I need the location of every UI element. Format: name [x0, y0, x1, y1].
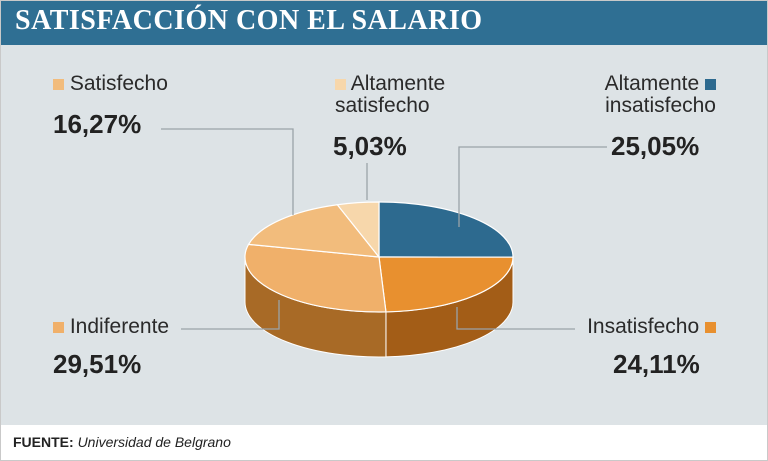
legend-swatch-insatisfecho — [705, 321, 716, 333]
title-bar: SATISFACCIÓN CON EL SALARIO — [1, 1, 767, 45]
legend-indiferente: Indiferente — [53, 316, 169, 338]
leader-altamente-insatisfecho — [458, 146, 607, 227]
value-satisfecho: 16,27% — [53, 109, 142, 139]
legend-swatch-altamente-insatisfecho — [705, 78, 716, 90]
legend-satisfecho: Satisfecho — [53, 73, 168, 95]
legend-altamente-satisfecho: Altamente satisfecho — [335, 73, 445, 117]
pie-chart — [161, 128, 607, 358]
legend-label-altamente-satisfecho-1: Altamente — [350, 72, 446, 95]
source-value: Universidad de Belgrano — [77, 434, 231, 450]
footer: FUENTE: Universidad de Belgrano — [1, 425, 767, 460]
pie-slice-indiferente — [244, 243, 387, 313]
pie-leaders — [161, 128, 607, 330]
pie-sides — [244, 256, 514, 358]
value-altamente-satisfecho: 5,03% — [333, 131, 407, 161]
leader-insatisfecho — [456, 307, 575, 330]
legend-altamente-insatisfecho: Altamente insatisfecho — [586, 73, 716, 117]
pie-slice-altamente-insatisfecho — [378, 201, 514, 258]
legend-label-altamente-insatisfecho-1: Altamente — [604, 72, 700, 95]
legend-swatch-satisfecho — [53, 78, 64, 90]
legend-label-satisfecho: Satisfecho — [69, 72, 168, 95]
legend-label-altamente-insatisfecho-2: insatisfecho — [605, 94, 716, 117]
chart-title: SATISFACCIÓN CON EL SALARIO — [15, 5, 483, 36]
leader-satisfecho — [161, 128, 294, 215]
legend-insatisfecho: Insatisfecho — [561, 316, 716, 338]
legend-label-altamente-satisfecho-2: satisfecho — [335, 94, 430, 117]
legend-swatch-indiferente — [53, 321, 64, 333]
pie-slice-insatisfecho — [378, 256, 514, 313]
value-altamente-insatisfecho: 25,05% — [611, 131, 700, 161]
pie-tops — [244, 201, 514, 313]
legend-label-insatisfecho: Insatisfecho — [587, 315, 700, 338]
pie-slice-satisfecho — [247, 204, 381, 258]
plot-area: Satisfecho 16,27% Altamente satisfecho 5… — [1, 45, 767, 425]
legend-swatch-altamente-satisfecho — [335, 78, 346, 90]
value-insatisfecho: 24,11% — [613, 349, 700, 379]
leader-indiferente — [181, 300, 280, 330]
pie-slice-altamente-satisfecho — [336, 201, 380, 259]
value-indiferente: 29,51% — [53, 349, 142, 379]
legend-label-indiferente: Indiferente — [69, 315, 170, 338]
source-note: FUENTE: Universidad de Belgrano — [13, 434, 231, 450]
source-label: FUENTE: — [13, 434, 74, 450]
